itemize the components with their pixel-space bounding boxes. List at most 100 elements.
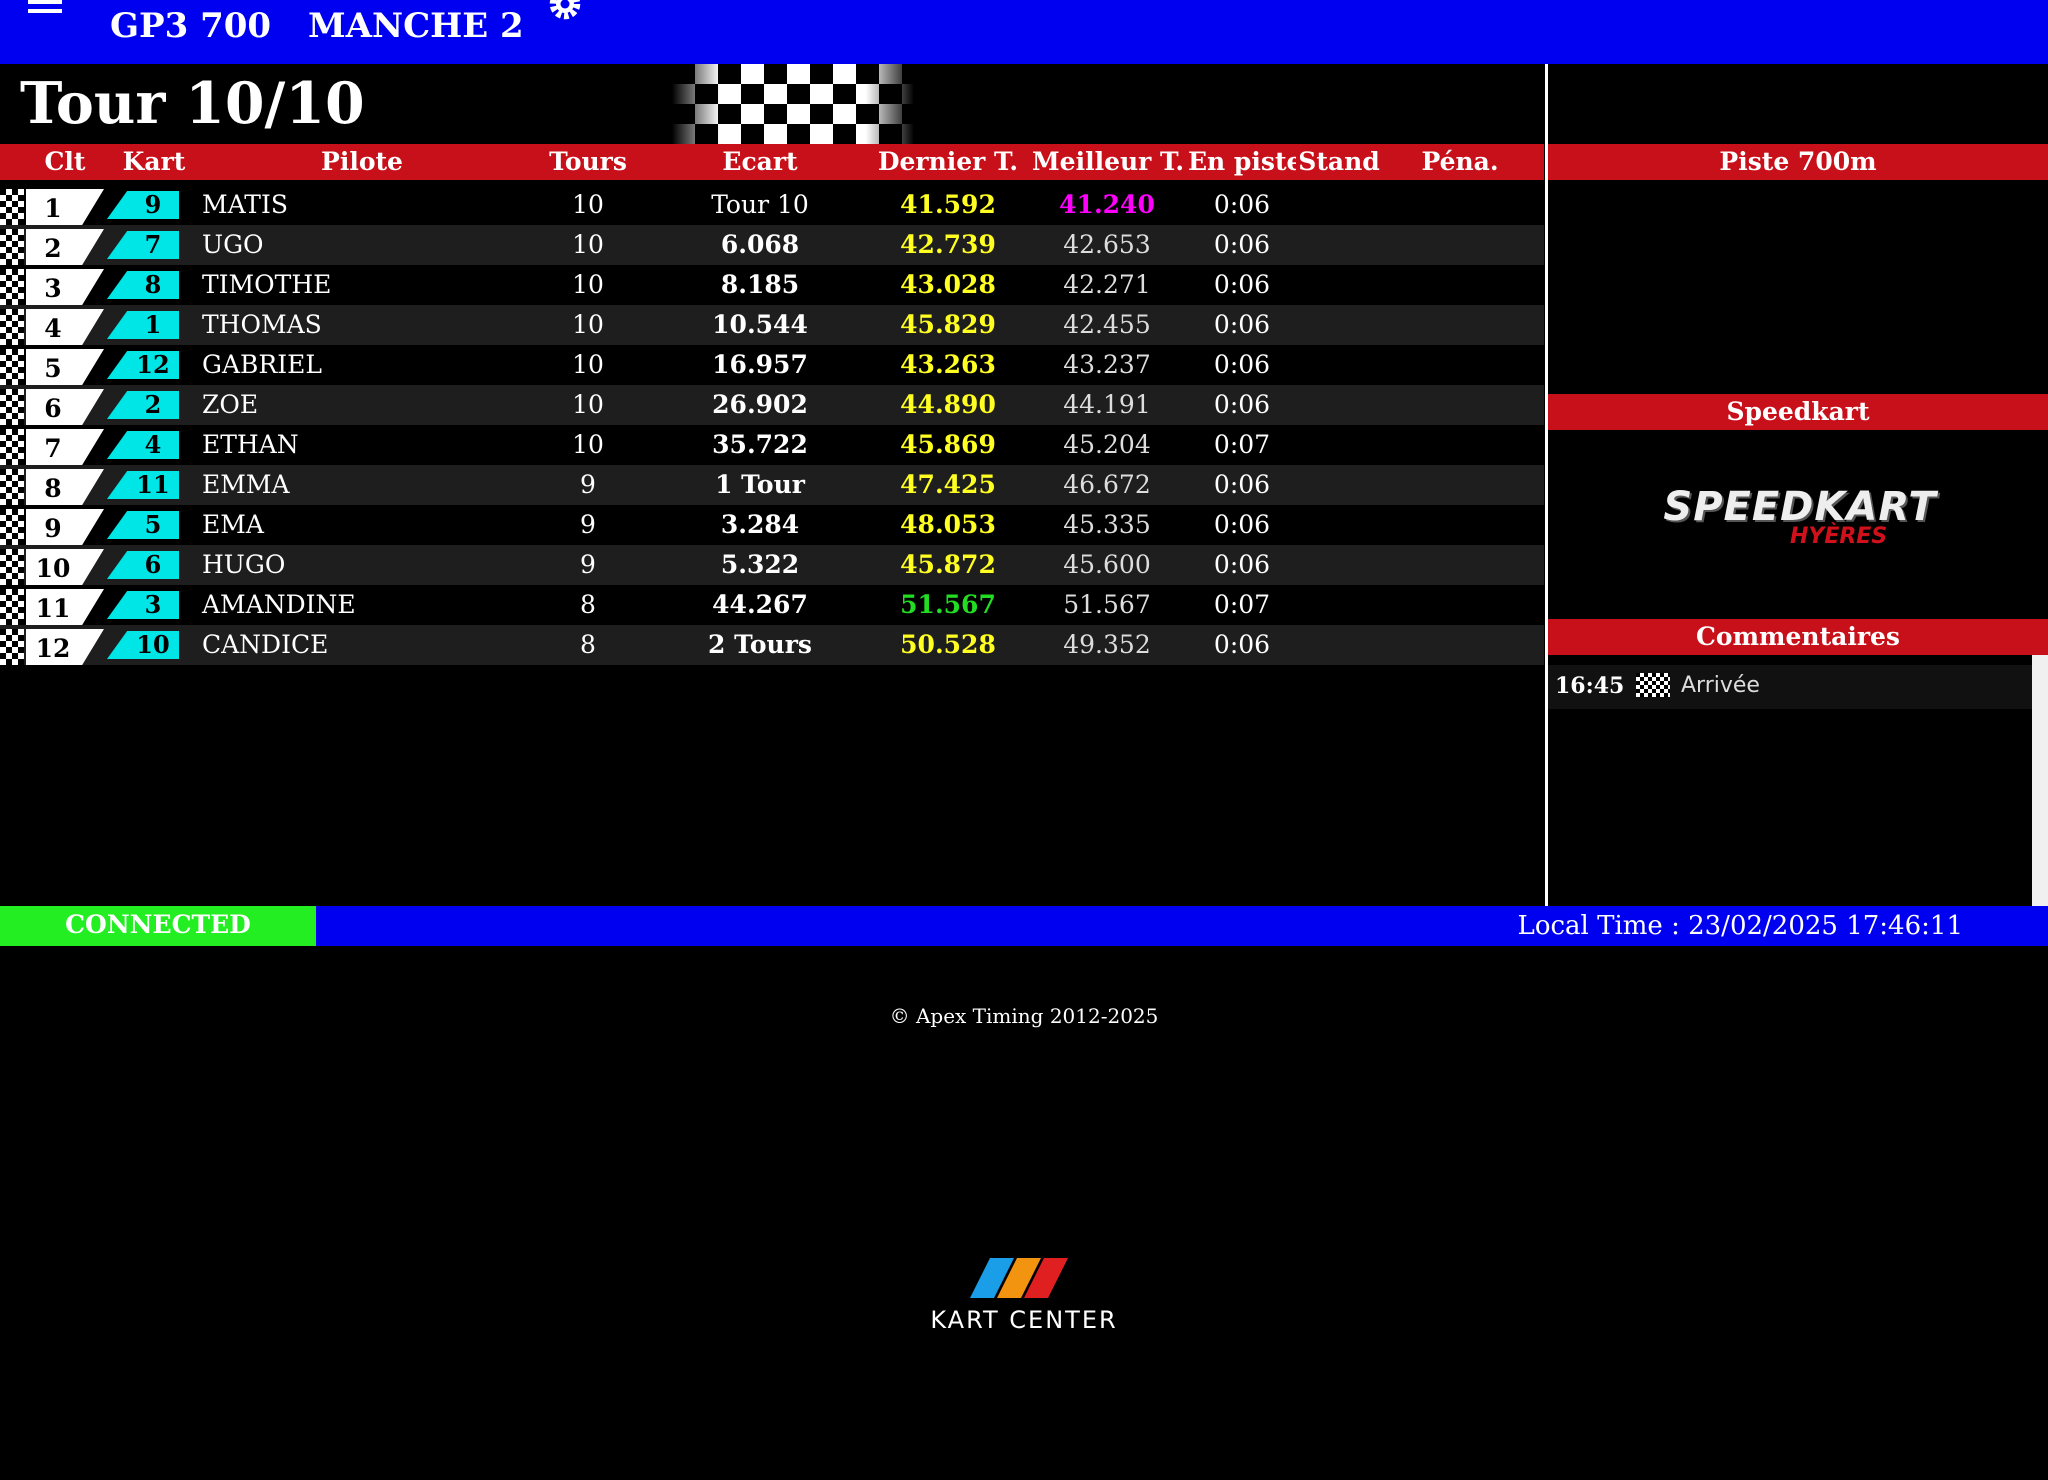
kart-number: 2 xyxy=(144,390,162,419)
laps: 10 xyxy=(572,230,604,259)
driver: EMA xyxy=(202,510,264,539)
best-lap: 51.567 xyxy=(1063,590,1151,619)
position: 5 xyxy=(44,354,62,383)
driver: GABRIEL xyxy=(202,350,322,379)
laps: 9 xyxy=(580,510,596,539)
kart-number: 3 xyxy=(144,590,162,619)
kart-number: 8 xyxy=(144,270,162,299)
flag-strip xyxy=(0,629,24,665)
last-lap: 44.890 xyxy=(900,390,996,419)
connection-status: CONNECTED xyxy=(0,906,316,946)
comment-text: Arrivée xyxy=(1681,673,1760,698)
scrollbar[interactable] xyxy=(2032,655,2048,906)
flag-strip xyxy=(0,349,24,385)
on-track-time: 0:06 xyxy=(1213,390,1271,419)
gap: Tour 10 xyxy=(711,190,809,219)
driver: AMANDINE xyxy=(202,590,356,619)
flag-icon xyxy=(1636,673,1670,697)
best-lap: 46.672 xyxy=(1063,470,1151,499)
result-row: 5 12 GABRIEL 10 16.957 43.263 43.237 0:06 xyxy=(0,345,1544,385)
laps: 10 xyxy=(572,270,604,299)
last-lap: 41.592 xyxy=(900,190,996,219)
last-lap: 51.567 xyxy=(900,590,996,619)
position: 7 xyxy=(44,434,62,463)
kart-number: 9 xyxy=(144,190,162,219)
sponsor-logo-sub: HYÈRES xyxy=(1790,524,1888,549)
gap: 3.284 xyxy=(720,510,800,539)
last-lap: 45.869 xyxy=(900,430,996,459)
brand-name: KART CENTER xyxy=(930,1306,1118,1334)
driver: ZOE xyxy=(202,390,259,419)
result-row: 9 5 EMA 9 3.284 48.053 45.335 0:06 xyxy=(0,505,1544,545)
last-lap: 43.263 xyxy=(900,350,996,379)
column-header: Péna. xyxy=(1421,147,1499,176)
gap: 5.322 xyxy=(720,550,800,579)
last-lap: 48.053 xyxy=(900,510,996,539)
on-track-time: 0:06 xyxy=(1213,470,1271,499)
best-lap: 43.237 xyxy=(1063,350,1151,379)
last-lap: 47.425 xyxy=(900,470,996,499)
column-header: En piste xyxy=(1188,147,1296,176)
driver: THOMAS xyxy=(202,310,322,339)
settings-button[interactable] xyxy=(545,0,585,22)
gap: 2 Tours xyxy=(708,630,812,659)
track-title: Piste 700m xyxy=(1548,144,2048,180)
comment-row: 16:45 Arrivée xyxy=(1548,665,2032,709)
gap: 16.957 xyxy=(712,350,808,379)
column-header: Dernier T. xyxy=(877,147,1019,176)
column-header: Stand xyxy=(1298,147,1380,176)
on-track-time: 0:06 xyxy=(1213,230,1271,259)
driver: MATIS xyxy=(202,190,288,219)
best-lap: 45.204 xyxy=(1063,430,1151,459)
laps: 8 xyxy=(580,590,596,619)
gap: 35.722 xyxy=(712,430,808,459)
result-row: 11 3 AMANDINE 8 44.267 51.567 51.567 0:07 xyxy=(0,585,1544,625)
flag-strip xyxy=(0,309,24,345)
result-row: 12 10 CANDICE 8 2 Tours 50.528 49.352 0:06 xyxy=(0,625,1544,665)
position: 12 xyxy=(35,634,71,663)
flag-strip xyxy=(0,589,24,625)
on-track-time: 0:06 xyxy=(1213,350,1271,379)
on-track-time: 0:07 xyxy=(1213,430,1271,459)
result-row: 6 2 ZOE 10 26.902 44.890 44.191 0:06 xyxy=(0,385,1544,425)
result-row: 10 6 HUGO 9 5.322 45.872 45.600 0:06 xyxy=(0,545,1544,585)
result-row: 3 8 TIMOTHE 10 8.185 43.028 42.271 0:06 xyxy=(0,265,1544,305)
best-lap: 49.352 xyxy=(1063,630,1151,659)
on-track-time: 0:06 xyxy=(1213,550,1271,579)
position: 6 xyxy=(44,394,62,423)
driver: EMMA xyxy=(202,470,290,499)
local-time: Local Time : 23/02/2025 17:46:11 xyxy=(1517,911,1963,941)
sponsor-logo: SPEEDKART xyxy=(1663,484,1937,530)
on-track-time: 0:06 xyxy=(1213,310,1271,339)
column-header: Clt xyxy=(44,147,86,176)
best-lap: 45.600 xyxy=(1063,550,1151,579)
flag-strip xyxy=(0,269,24,305)
laps: 9 xyxy=(580,550,596,579)
result-row: 8 11 EMMA 9 1 Tour 47.425 46.672 0:06 xyxy=(0,465,1544,505)
on-track-time: 0:06 xyxy=(1213,190,1271,219)
last-lap: 43.028 xyxy=(900,270,996,299)
best-lap: 42.271 xyxy=(1063,270,1151,299)
column-header: Ecart xyxy=(722,147,798,176)
result-row: 4 1 THOMAS 10 10.544 45.829 42.455 0:06 xyxy=(0,305,1544,345)
best-lap: 41.240 xyxy=(1059,190,1155,219)
best-lap: 45.335 xyxy=(1063,510,1151,539)
kart-number: 1 xyxy=(144,310,162,339)
finish-flag xyxy=(672,64,914,144)
on-track-time: 0:07 xyxy=(1213,590,1271,619)
flag-strip xyxy=(0,429,24,465)
gap: 1 Tour xyxy=(715,470,805,499)
flag-strip xyxy=(0,189,24,225)
kart-number: 4 xyxy=(144,430,162,459)
kart-number: 7 xyxy=(144,230,162,259)
best-lap: 42.455 xyxy=(1063,310,1151,339)
gap: 6.068 xyxy=(720,230,800,259)
race-title: GP3 700 xyxy=(110,6,272,46)
driver: CANDICE xyxy=(202,630,329,659)
laps: 10 xyxy=(572,350,604,379)
driver: TIMOTHE xyxy=(202,270,332,299)
menu-button[interactable] xyxy=(28,0,62,20)
position: 4 xyxy=(44,314,62,343)
flag-strip xyxy=(0,549,24,585)
